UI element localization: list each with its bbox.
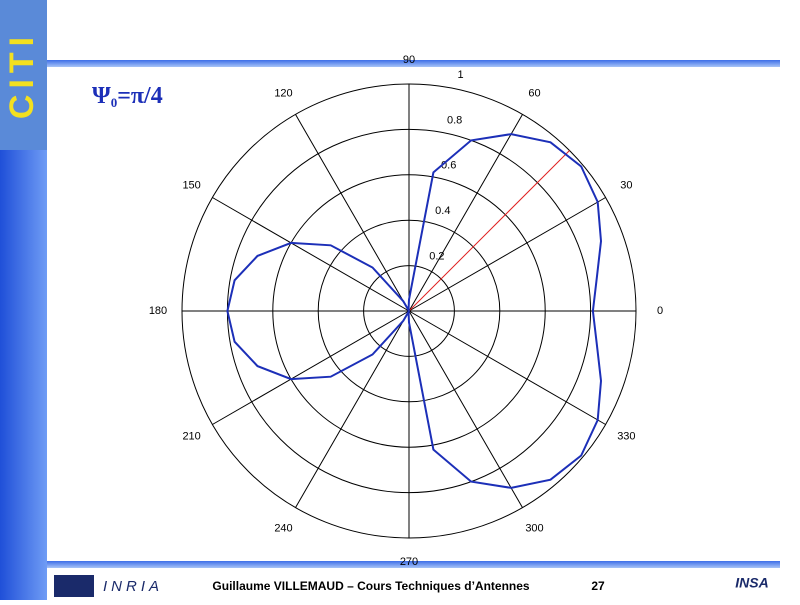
title-rest: =π/4 [117, 83, 163, 109]
grid-spoke [212, 197, 410, 312]
bottom-rule [47, 561, 780, 568]
title-symbol: Ψ [92, 83, 111, 109]
reference-line [408, 150, 570, 312]
radial-label: 0.8 [447, 114, 462, 126]
angle-label: 240 [274, 522, 292, 534]
logo-left-mark [54, 575, 94, 597]
angle-label: 180 [149, 305, 167, 317]
chart-title: Ψ0=π/4 [92, 83, 163, 110]
angle-label: 330 [617, 430, 635, 442]
grid-spoke [212, 310, 410, 425]
logo-top: CITI [3, 31, 41, 119]
angle-label: 270 [400, 556, 418, 568]
logo-left: INRIA [103, 578, 163, 595]
angle-label: 30 [620, 179, 632, 191]
grid-spoke [408, 310, 606, 425]
angle-label: 300 [525, 522, 543, 534]
radial-label: 0.2 [429, 251, 444, 263]
angle-label: 90 [403, 54, 415, 66]
page-number: 27 [591, 579, 605, 593]
pattern-line [226, 133, 603, 489]
radial-label: 1 [457, 69, 463, 81]
title-sub: 0 [111, 95, 118, 110]
grid-spoke [408, 197, 606, 312]
footer: Guillaume VILLEMAUD – Cours Techniques d… [212, 579, 529, 593]
grid-spoke [408, 310, 523, 508]
grid-spoke [408, 114, 523, 312]
logo-right: INSA [735, 575, 768, 591]
angle-label: 120 [274, 88, 292, 100]
angle-label: 0 [657, 305, 663, 317]
grid-spoke [295, 114, 410, 312]
angle-label: 150 [182, 179, 200, 191]
grid-spoke [295, 310, 410, 508]
radial-label: 0.6 [441, 160, 456, 172]
top-rule [47, 60, 780, 67]
angle-label: 60 [528, 88, 540, 100]
logo-box [0, 0, 47, 150]
angle-label: 210 [182, 430, 200, 442]
radial-label: 0.4 [435, 205, 450, 217]
